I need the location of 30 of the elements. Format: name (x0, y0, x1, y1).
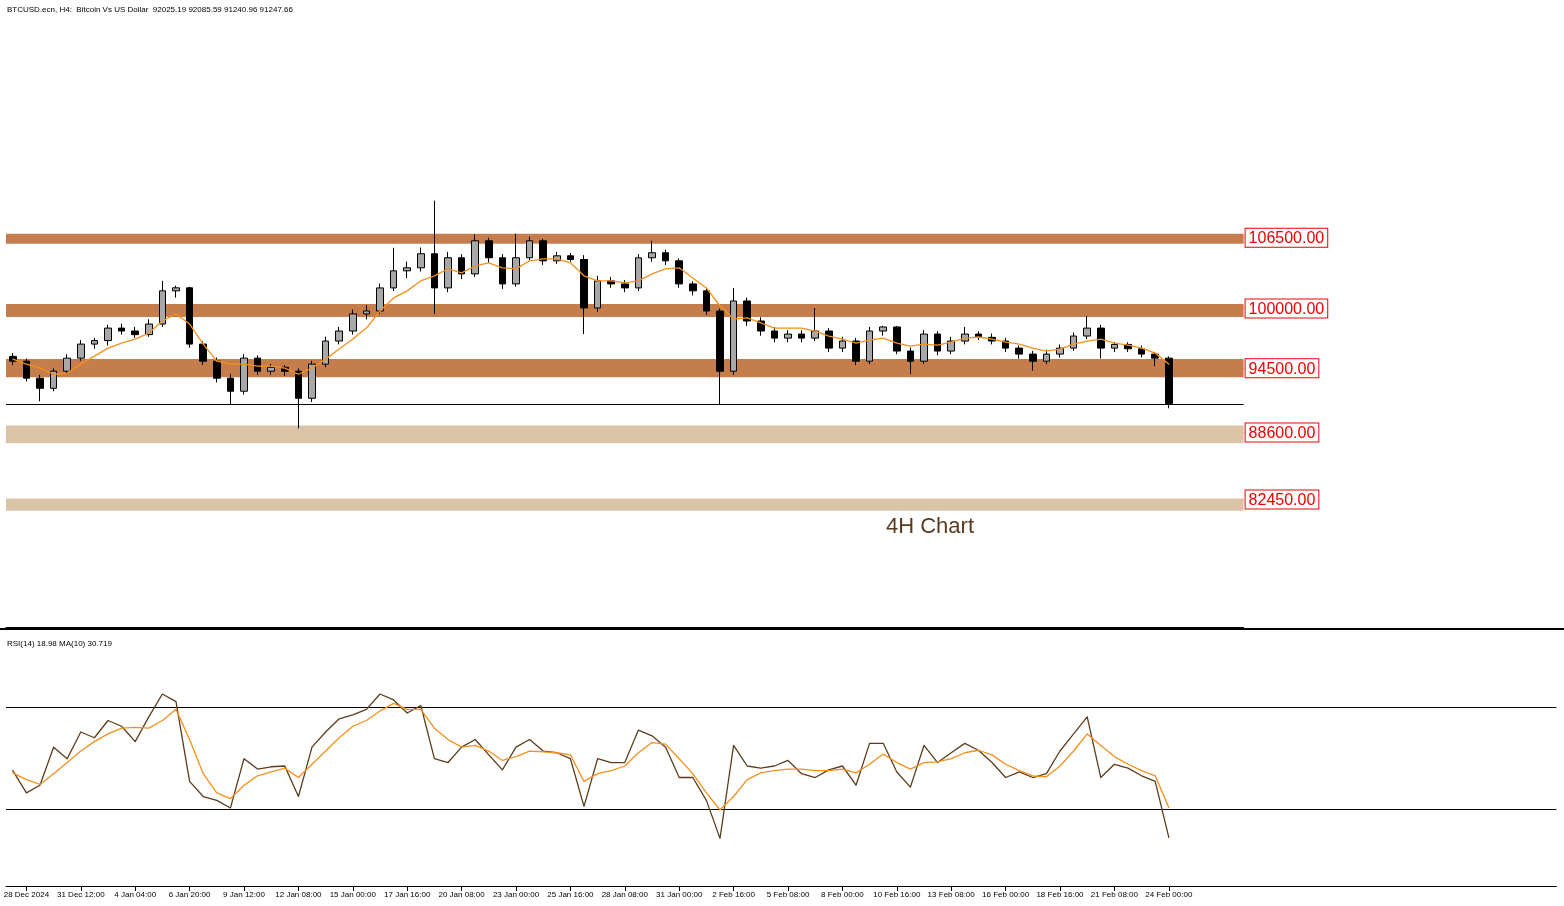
x-tick-label: 31 Dec 12:00 (57, 889, 106, 899)
y-tick-label: 88600.00 (1248, 424, 1316, 442)
x-tick-label: 9 Jan 12:00 (223, 889, 266, 899)
y-tick-label: 100000.00 (1248, 299, 1325, 317)
x-tick-label: 5 Feb 08:00 (766, 889, 810, 899)
x-tick-label: 13 Feb 08:00 (927, 889, 976, 899)
x-tick-label: 6 Jan 20:00 (168, 889, 212, 899)
x-tick-label: 12 Jan 08:00 (275, 889, 323, 899)
y-tick-label: 94500.00 (1248, 359, 1316, 377)
x-tick-label: 8 Feb 00:00 (821, 889, 865, 899)
x-tick-label: 23 Jan 00:00 (492, 889, 540, 899)
x-tick-label: 24 Feb 00:00 (1145, 889, 1193, 899)
x-tick-label: 17 Jan 16:00 (384, 889, 431, 899)
x-tick-label: 2 Feb 16:00 (712, 889, 756, 899)
annotation: 4H Chart (886, 512, 975, 538)
x-tick-label: 4 Jan 04:00 (114, 889, 157, 899)
x-tick-label: 16 Feb 00:00 (982, 889, 1030, 899)
y-tick-label: 82450.00 (1248, 491, 1316, 509)
chart-title: RSI(14) 18.98 MA(10) 30.719 (7, 638, 113, 648)
x-tick-label: 31 Jan 00:00 (656, 889, 703, 899)
x-tick-label: 18 Feb 16:00 (1036, 889, 1085, 899)
x-tick-label: 21 Feb 08:00 (1090, 889, 1139, 899)
x-tick-label: 28 Jan 08:00 (601, 889, 649, 899)
text: BTCUSD.ecn, H4: Bitcoin Vs US Dollar 92025.19 92085.59 91240.96 91247.66 (7, 4, 294, 14)
x-tick-label: 10 Feb 16:00 (873, 889, 921, 899)
x-tick-label: 28 Dec 2024 (3, 889, 50, 899)
y-tick-label: 106500.00 (1248, 229, 1325, 247)
x-tick-label: 25 Jan 16:00 (547, 889, 595, 899)
x-tick-label: 15 Jan 00:00 (329, 889, 377, 899)
x-tick-label: 20 Jan 08:00 (438, 889, 486, 899)
